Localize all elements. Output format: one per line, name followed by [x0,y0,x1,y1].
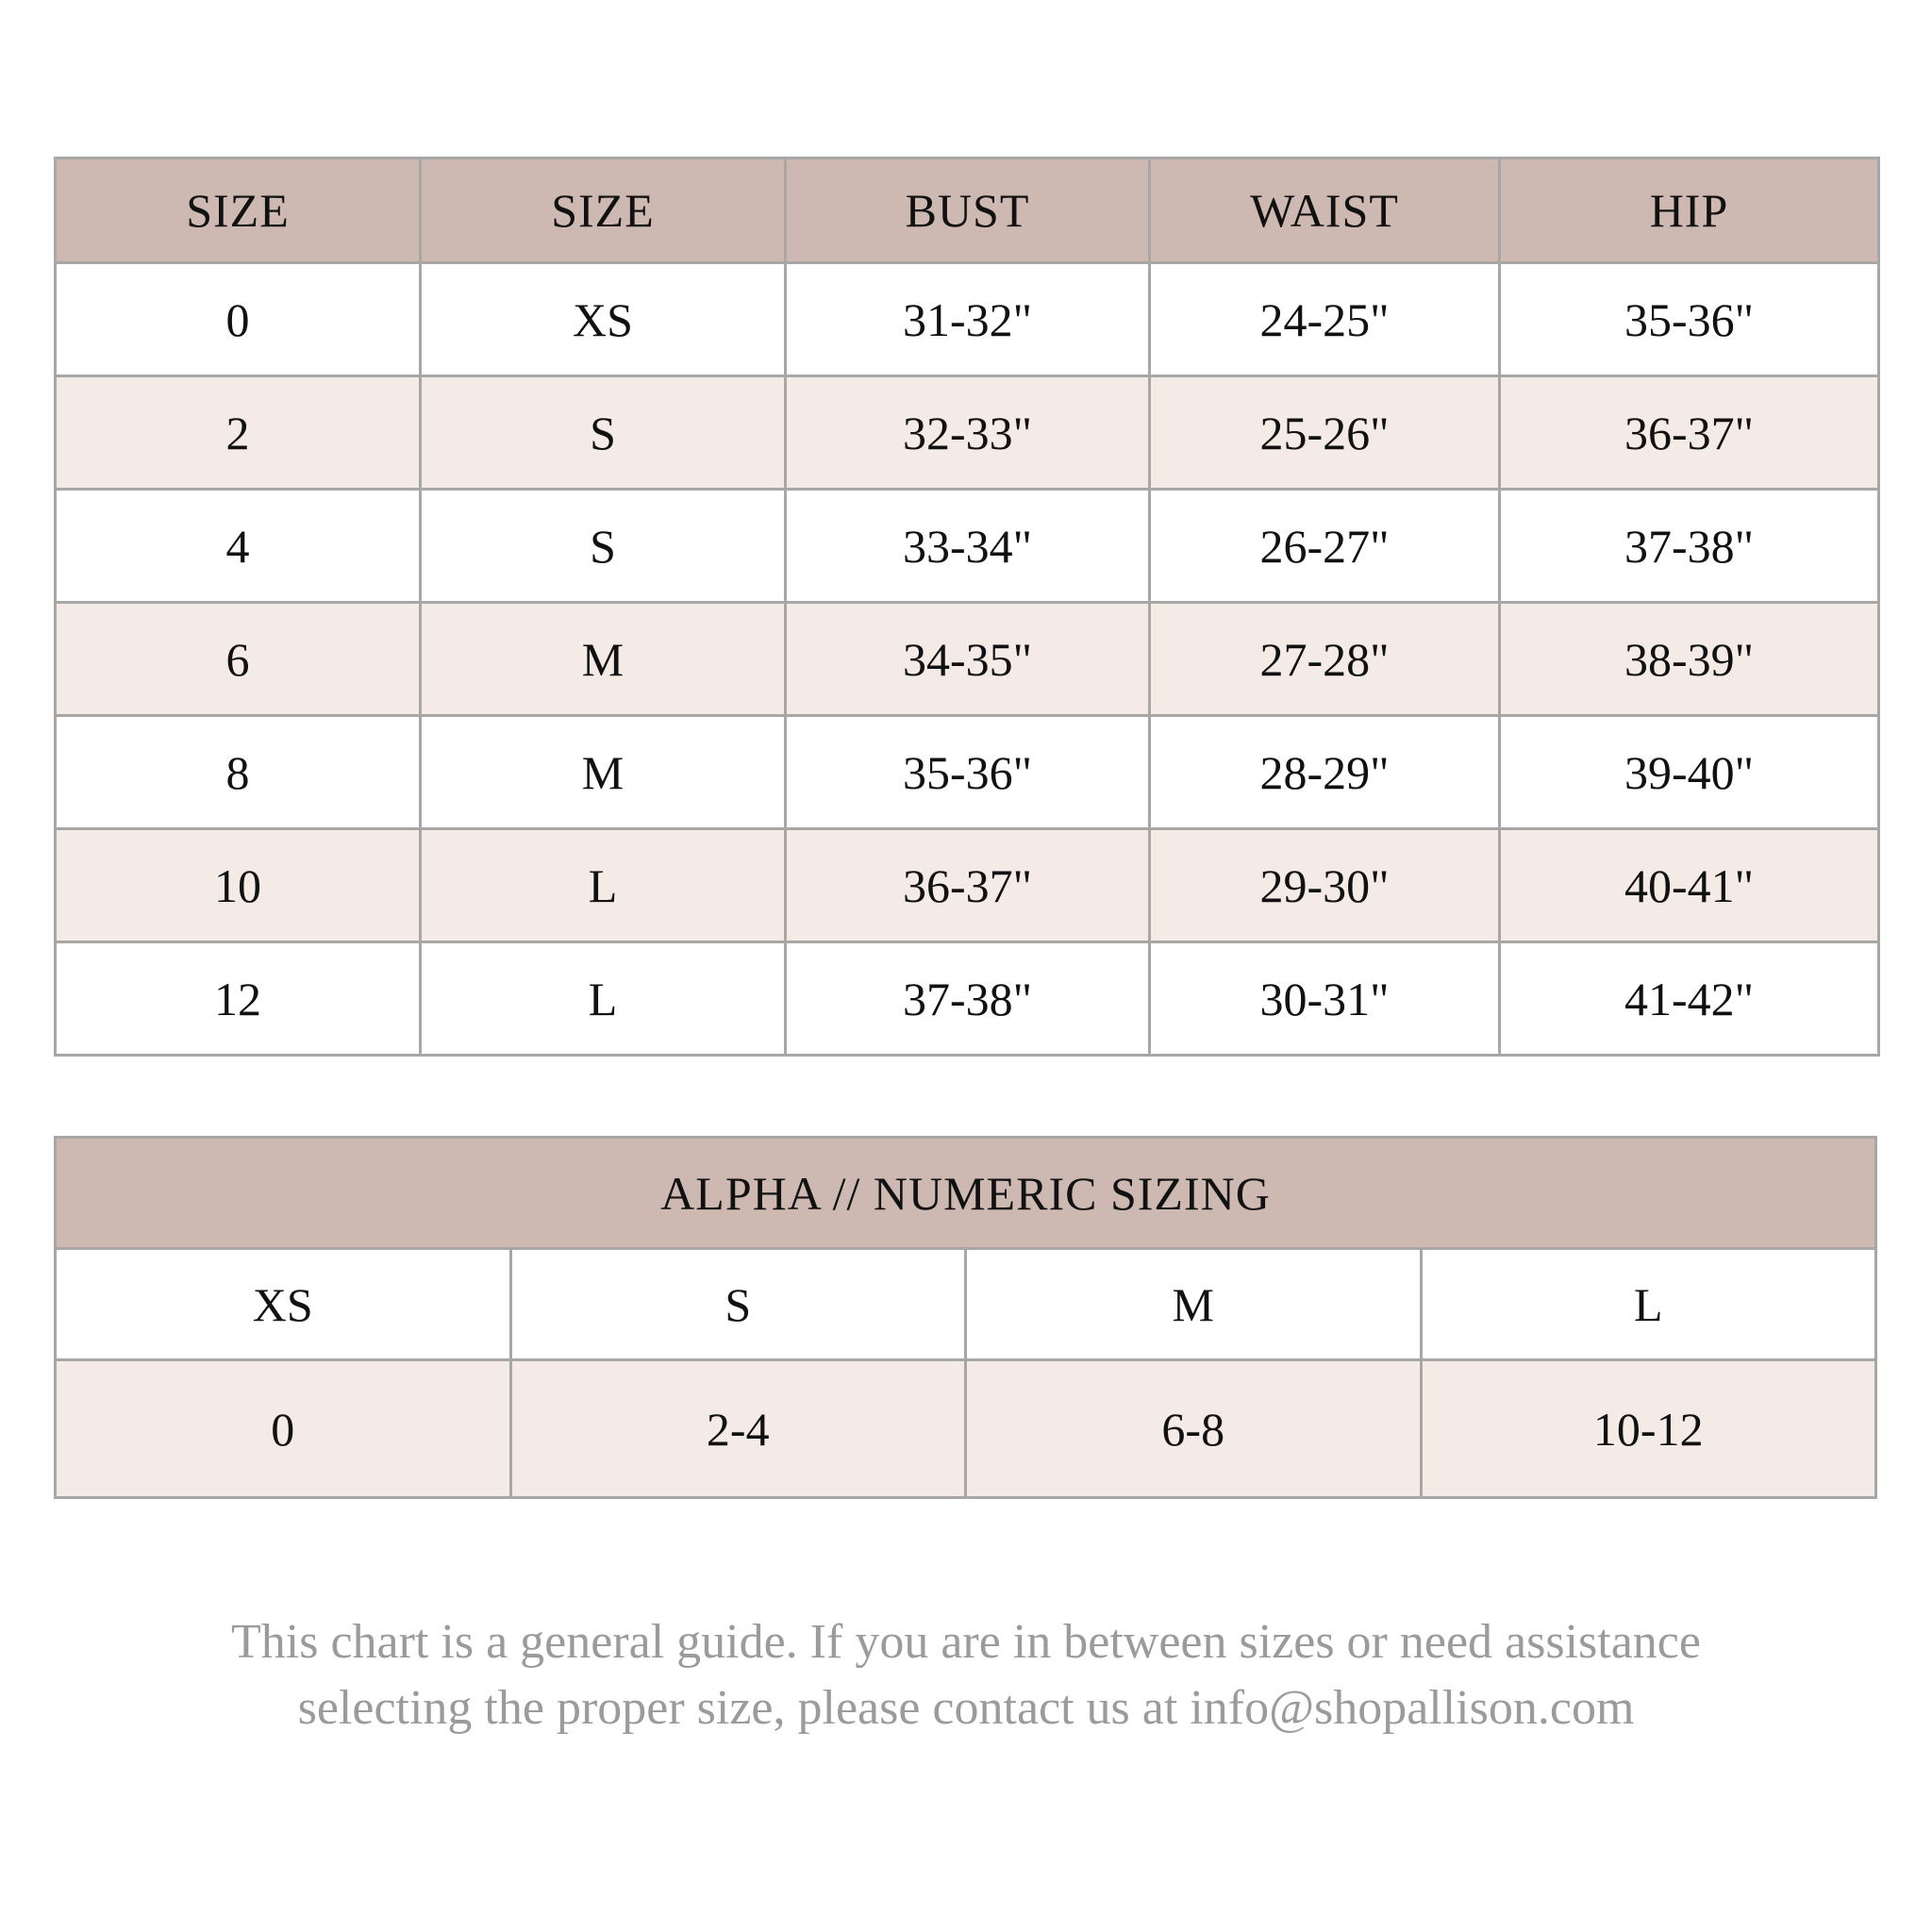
size-chart-header-row: SIZE SIZE BUST WAIST HIP [54,157,1880,264]
table-cell: 29-30" [1148,827,1501,943]
table-cell: 4 [54,488,422,604]
table-cell: 8 [54,714,422,830]
column-header: WAIST [1148,157,1501,264]
table-cell: M [419,714,787,830]
table-cell: 32-33" [784,375,1151,491]
numeric-cell: 6-8 [964,1358,1423,1499]
table-cell: 41-42" [1498,941,1880,1057]
table-row: 0 XS 31-32" 24-25" 35-36" [54,261,1880,377]
numeric-cell: 10-12 [1419,1358,1877,1499]
numeric-cell: 2-4 [508,1358,967,1499]
column-header: BUST [784,157,1151,264]
alpha-cell: S [508,1247,967,1361]
column-header: HIP [1498,157,1880,264]
table-cell: XS [419,261,787,377]
alpha-cell: L [1419,1247,1877,1361]
table-row: 2 S 32-33" 25-26" 36-37" [54,375,1880,491]
table-row: 4 S 33-34" 26-27" 37-38" [54,488,1880,604]
alpha-row: XS S M L [54,1247,1877,1361]
alpha-numeric-title: ALPHA // NUMERIC SIZING [54,1136,1877,1250]
size-chart-table: SIZE SIZE BUST WAIST HIP 0 XS 31-32" 24-25" 35-3… [54,157,1880,1057]
table-cell: S [419,488,787,604]
table-cell: 10 [54,827,422,943]
alpha-numeric-table: ALPHA // NUMERIC SIZING XS S M L 0 2-4 6-8 10-… [54,1136,1877,1499]
table-cell: S [419,375,787,491]
table-cell: L [419,827,787,943]
table-row: 8 M 35-36" 28-29" 39-40" [54,714,1880,830]
table-cell: 24-25" [1148,261,1501,377]
table-cell: 37-38" [1498,488,1880,604]
table-cell: 36-37" [784,827,1151,943]
table-cell: 38-39" [1498,601,1880,717]
table-cell: 34-35" [784,601,1151,717]
table-cell: 25-26" [1148,375,1501,491]
table-cell: 39-40" [1498,714,1880,830]
size-guide-note: This chart is a general guide. If you ar… [0,1609,1932,1741]
table-row: 10 L 36-37" 29-30" 40-41" [54,827,1880,943]
numeric-cell: 0 [54,1358,512,1499]
table-cell: 37-38" [784,941,1151,1057]
alpha-cell: M [964,1247,1423,1361]
table-cell: 35-36" [1498,261,1880,377]
table-cell: 35-36" [784,714,1151,830]
column-header: SIZE [419,157,787,264]
table-cell: 26-27" [1148,488,1501,604]
table-cell: 0 [54,261,422,377]
numeric-row: 0 2-4 6-8 10-12 [54,1358,1877,1499]
table-cell: 6 [54,601,422,717]
note-line-1: This chart is a general guide. If you ar… [231,1615,1701,1669]
note-line-2: selecting the proper size, please contac… [297,1681,1635,1735]
table-cell: 36-37" [1498,375,1880,491]
table-cell: 28-29" [1148,714,1501,830]
table-cell: 30-31" [1148,941,1501,1057]
alpha-cell: XS [54,1247,512,1361]
table-cell: 27-28" [1148,601,1501,717]
table-cell: L [419,941,787,1057]
column-header: SIZE [54,157,422,264]
table-cell: 2 [54,375,422,491]
table-cell: 33-34" [784,488,1151,604]
table-cell: 31-32" [784,261,1151,377]
table-cell: 12 [54,941,422,1057]
table-cell: 40-41" [1498,827,1880,943]
table-row: 12 L 37-38" 30-31" 41-42" [54,941,1880,1057]
table-row: 6 M 34-35" 27-28" 38-39" [54,601,1880,717]
table-cell: M [419,601,787,717]
